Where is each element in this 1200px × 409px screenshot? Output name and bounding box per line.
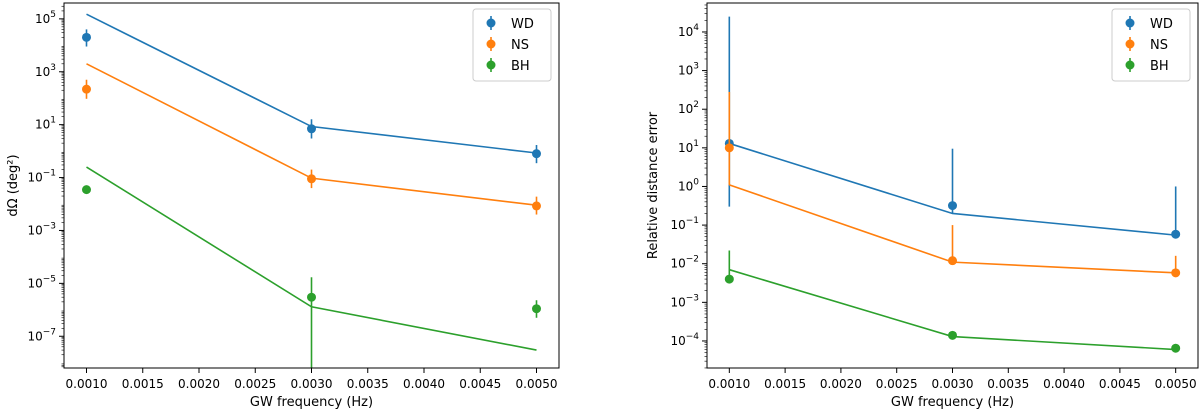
legend-label-ns: NS [1150,38,1168,53]
legend-label-wd: WD [1150,17,1173,32]
x-tick-label: 0.0025 [876,377,918,391]
y-tick-label: 10−1 [670,216,699,232]
legend-marker-ns [486,39,496,49]
y-tick-label: 104 [678,23,699,39]
y-tick-label: 105 [35,10,56,26]
y-tick-label: 103 [35,63,56,79]
legend: WD NS BH [472,8,552,82]
plot-frame [63,2,560,369]
x-axis-label: GW frequency (Hz) [250,395,373,409]
x-tick-label: 0.0015 [764,377,806,391]
y-tick-label: 101 [35,116,56,132]
x-tick-label: 0.0035 [347,377,389,391]
legend-label-bh: BH [1150,59,1169,74]
data-point-bh [307,292,316,302]
y-tick-label: 10−3 [670,293,699,309]
x-axis-label: GW frequency (Hz) [891,395,1014,409]
data-point-wd [948,201,957,211]
y-tick-label: 10−5 [27,274,56,290]
x-tick-label: 0.0045 [1099,377,1141,391]
y-tick-label: 10−2 [670,255,699,271]
data-point-ns [948,256,957,266]
data-point-ns [307,174,316,184]
legend-label-ns: NS [511,38,529,53]
x-tick-label: 0.0015 [122,377,164,391]
data-point-ns [82,84,91,94]
data-point-wd [82,32,91,42]
legend-label-wd: WD [511,17,534,32]
x-tick-label: 0.0020 [178,377,220,391]
x-tick-label: 0.0045 [459,377,501,391]
y-tick-label: 102 [678,100,699,116]
x-tick-label: 0.0010 [66,377,108,391]
x-tick-label: 0.0010 [708,377,750,391]
legend-marker-wd [486,18,496,28]
y-tick-label: 10−4 [670,332,699,348]
y-axis-label: Relative distance error [646,111,661,259]
x-tick-label: 0.0040 [1043,377,1085,391]
data-point-bh [1171,343,1181,353]
y-tick-label: 10−3 [27,221,56,237]
data-point-bh [724,274,734,284]
y-tick-label: 103 [678,62,699,78]
plot-frame [706,2,1199,369]
data-point-ns [532,201,541,211]
x-tick-label: 0.0040 [403,377,445,391]
x-tick-label: 0.0020 [820,377,862,391]
x-tick-label: 0.0025 [234,377,276,391]
y-tick-label: 10−7 [27,327,56,343]
x-tick-label: 0.0030 [932,377,974,391]
chart-left-panel: 0.0010 0.0015 0.0020 0.0025 0.0030 0.0035 0.00… [6,2,560,409]
data-point-bh [82,185,91,195]
x-tick-label: 0.0050 [516,377,558,391]
data-point-ns [724,143,734,153]
data-point-wd [307,124,316,134]
data-point-ns [1171,268,1181,278]
legend-label-bh: BH [511,59,530,74]
x-tick-label: 0.0035 [987,377,1029,391]
chart-right-panel: 0.0010 0.0015 0.0020 0.0025 0.0030 0.0035 0.00… [646,2,1199,409]
x-tick-label: 0.0050 [1155,377,1197,391]
legend-marker-bh [1125,60,1135,70]
data-point-bh [532,304,541,314]
data-point-wd [1171,229,1181,239]
legend-marker-bh [486,60,496,70]
data-point-bh [948,330,957,340]
legend: WD NS BH [1111,8,1191,82]
data-point-wd [532,149,541,159]
x-tick-label: 0.0030 [291,377,333,391]
legend-marker-wd [1125,18,1135,28]
y-axis-label: dΩ (deg²) [6,154,21,216]
y-tick-label: 100 [678,177,699,193]
y-tick-label: 101 [678,139,699,155]
legend-marker-ns [1125,39,1135,49]
y-tick-label: 10−1 [27,169,56,185]
